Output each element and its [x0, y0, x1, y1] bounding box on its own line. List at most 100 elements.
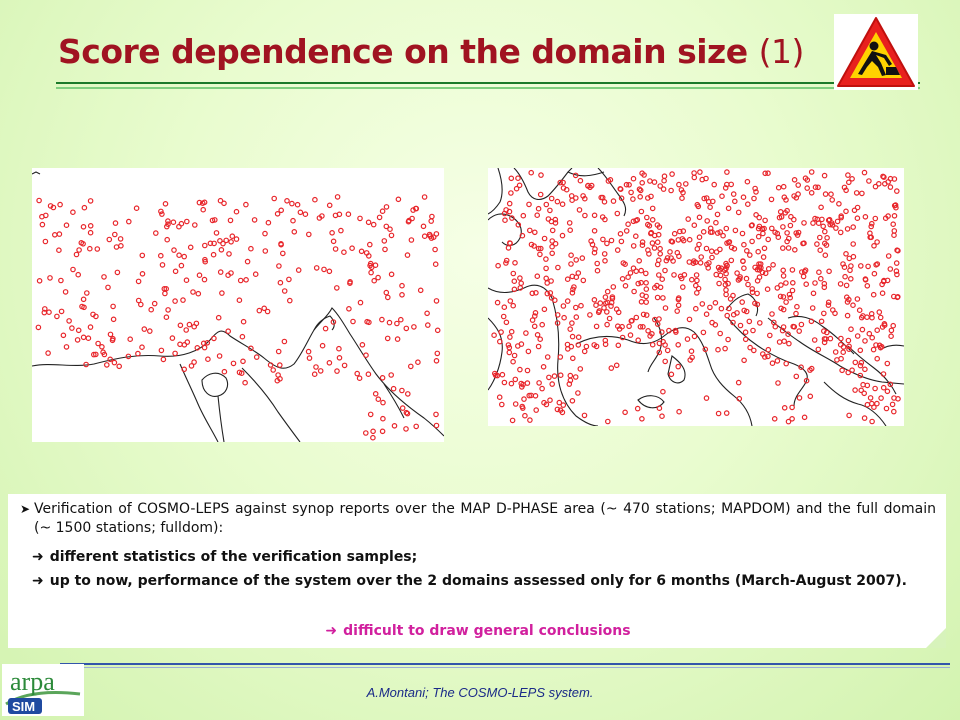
- station-marker: [133, 205, 140, 212]
- station-marker: [362, 430, 369, 436]
- station-marker: [780, 324, 787, 330]
- station-marker: [775, 184, 782, 191]
- station-marker: [280, 250, 286, 257]
- station-marker: [741, 307, 748, 314]
- station-marker: [114, 269, 121, 276]
- fulldom-station-map: [488, 168, 904, 426]
- right-arrow-icon: ➜: [32, 573, 44, 589]
- station-marker: [654, 239, 661, 246]
- station-marker: [363, 250, 370, 256]
- station-marker: [159, 262, 166, 268]
- station-marker: [770, 262, 776, 268]
- station-marker: [764, 286, 771, 293]
- station-marker: [810, 220, 816, 226]
- station-marker: [506, 240, 513, 246]
- station-marker: [211, 240, 217, 247]
- station-marker: [850, 302, 856, 309]
- station-marker: [614, 247, 621, 253]
- station-marker: [680, 228, 687, 234]
- station-marker: [311, 371, 318, 378]
- station-marker: [891, 212, 898, 219]
- station-marker: [812, 184, 819, 191]
- station-marker: [399, 292, 405, 298]
- station-marker: [70, 266, 76, 273]
- station-marker: [676, 253, 682, 260]
- station-marker: [219, 290, 225, 296]
- station-marker: [747, 344, 753, 351]
- station-marker: [556, 399, 563, 406]
- station-marker: [217, 238, 223, 244]
- station-marker: [660, 388, 666, 395]
- station-marker: [543, 275, 550, 282]
- station-marker: [534, 273, 541, 280]
- station-marker: [297, 209, 304, 216]
- station-marker: [753, 189, 759, 195]
- station-marker: [243, 277, 249, 283]
- station-marker: [47, 275, 53, 281]
- station-marker: [261, 305, 268, 312]
- station-marker: [717, 272, 724, 279]
- station-marker: [821, 336, 828, 342]
- station-marker: [528, 169, 535, 176]
- station-marker: [694, 201, 701, 208]
- station-marker: [781, 338, 788, 345]
- station-marker: [777, 293, 784, 300]
- station-marker: [432, 261, 439, 268]
- station-marker: [887, 184, 894, 190]
- station-marker: [823, 329, 830, 336]
- bullet-verification: ➤ Verification of COSMO-LEPS against syn…: [20, 500, 936, 538]
- station-marker: [286, 297, 293, 304]
- station-marker: [657, 284, 664, 291]
- station-marker: [515, 175, 521, 182]
- station-marker: [852, 387, 858, 393]
- station-marker: [336, 345, 342, 352]
- station-marker: [284, 197, 290, 204]
- station-marker: [661, 173, 668, 180]
- station-marker: [379, 428, 386, 435]
- station-marker: [675, 363, 682, 370]
- station-marker: [433, 358, 440, 364]
- station-marker: [243, 201, 249, 208]
- station-marker: [271, 195, 278, 202]
- station-marker: [798, 321, 805, 328]
- right-arrow-icon: ➜: [325, 623, 338, 639]
- station-marker: [551, 373, 558, 379]
- station-marker: [517, 275, 523, 281]
- station-marker: [277, 279, 284, 286]
- station-marker: [69, 325, 75, 331]
- station-marker: [862, 213, 869, 220]
- station-marker: [774, 285, 781, 291]
- station-marker: [803, 377, 810, 384]
- station-marker: [252, 271, 259, 278]
- station-marker: [162, 200, 169, 207]
- station-marker: [564, 341, 571, 348]
- arpa-sim-logo: arpa SIM: [2, 664, 84, 716]
- station-marker: [765, 346, 772, 353]
- station-marker: [864, 283, 871, 289]
- station-marker: [824, 235, 830, 241]
- station-marker: [73, 251, 80, 258]
- station-marker: [544, 354, 551, 360]
- station-marker: [788, 213, 794, 220]
- station-marker: [843, 294, 850, 301]
- station-marker: [794, 303, 800, 310]
- station-marker: [870, 346, 877, 353]
- station-marker: [375, 274, 381, 281]
- station-marker: [83, 361, 89, 368]
- station-marker: [649, 205, 656, 212]
- station-marker: [872, 215, 879, 222]
- bullet-verification-text: Verification of COSMO-LEPS against synop…: [34, 501, 936, 536]
- station-marker: [291, 228, 298, 235]
- station-marker: [511, 286, 518, 293]
- station-marker: [730, 191, 737, 197]
- station-marker: [723, 287, 729, 293]
- station-marker: [780, 294, 787, 300]
- station-marker: [756, 214, 763, 221]
- station-marker: [664, 255, 671, 261]
- station-marker: [36, 278, 43, 284]
- station-marker: [592, 246, 598, 252]
- station-marker: [531, 243, 537, 249]
- station-marker: [893, 260, 900, 266]
- station-marker: [183, 327, 190, 333]
- station-marker: [217, 197, 224, 204]
